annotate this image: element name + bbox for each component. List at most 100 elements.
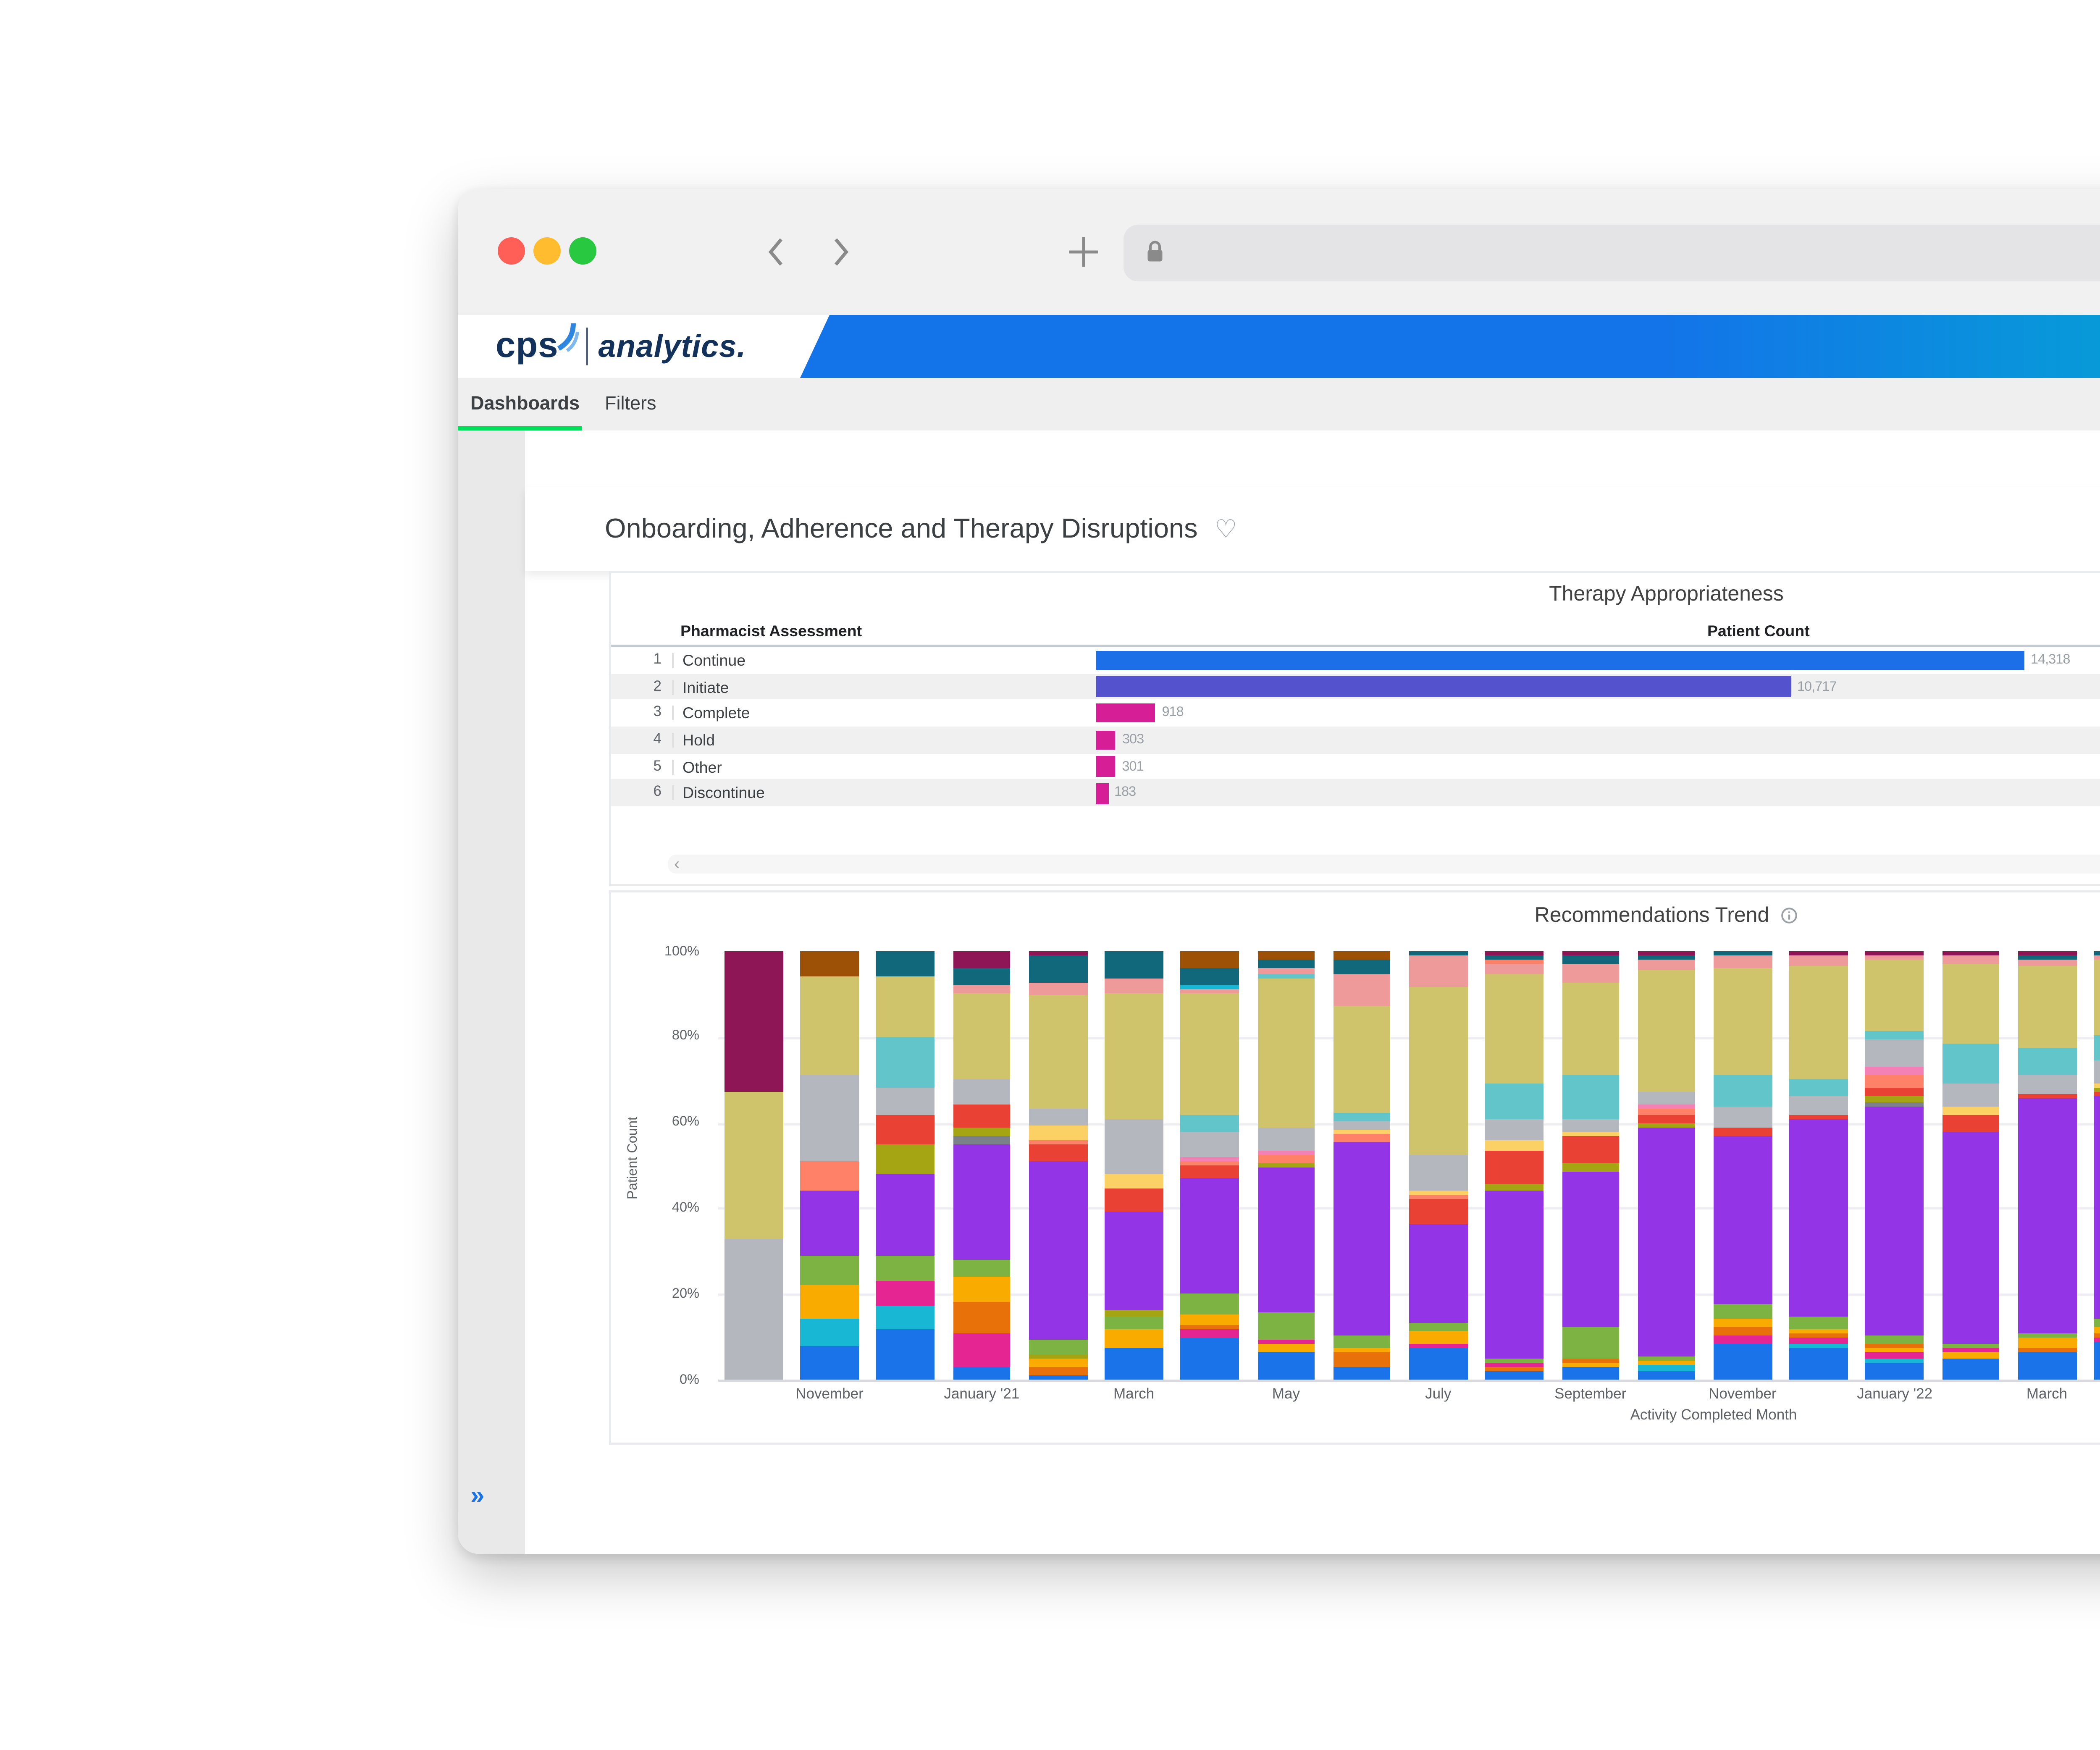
tab-dashboards[interactable]: Dashboards: [470, 393, 580, 414]
bar-segment-dkorange[interactable]: [2018, 1347, 2076, 1352]
bar-segment-orange[interactable]: [2094, 1328, 2100, 1333]
bar-segment-turq[interactable]: [877, 1036, 935, 1089]
bar-segment-red[interactable]: [1637, 1114, 1696, 1124]
bar-segment-orange[interactable]: [1561, 1362, 1620, 1367]
bar-segment-teal[interactable]: [1409, 951, 1467, 956]
bar-segment-pink[interactable]: [2094, 956, 2100, 961]
bar-segment-turq[interactable]: [2094, 1036, 2100, 1060]
bar-segment-green[interactable]: [1942, 1344, 2000, 1349]
table-row[interactable]: 6 Discontinue 183: [611, 780, 2100, 807]
bar-segment-blue[interactable]: [1713, 1344, 1772, 1380]
bar-segment-pink[interactable]: [1790, 955, 1848, 965]
bar-segment-purple[interactable]: [1257, 1168, 1315, 1314]
bar-segment-orange[interactable]: [953, 1277, 1011, 1303]
bar-segment-coral[interactable]: [1409, 1194, 1467, 1199]
bar-segment-pink[interactable]: [1181, 989, 1239, 994]
expand-sidebar-button[interactable]: »: [470, 1480, 485, 1510]
bar-segment-purple[interactable]: [1637, 1128, 1696, 1356]
bar-segment-purple[interactable]: [1942, 1132, 2000, 1344]
bar-segment-teal[interactable]: [1029, 955, 1087, 982]
col-header-pharmacist-assessment[interactable]: Pharmacist Assessment: [680, 622, 862, 640]
bar-segment-turq[interactable]: [1561, 1075, 1620, 1119]
bar-segment-green[interactable]: [1181, 1294, 1239, 1316]
stacked-bar-july[interactable]: [1409, 951, 1467, 1380]
bar-segment-khaki[interactable]: [1713, 969, 1772, 1075]
stacked-bar-september[interactable]: [1561, 951, 1620, 1380]
bar-segment-green[interactable]: [1637, 1356, 1696, 1361]
bar-segment-turq[interactable]: [1333, 1112, 1391, 1121]
bar-segment-green[interactable]: [877, 1255, 935, 1281]
bar-segment-gray[interactable]: [877, 1088, 935, 1114]
bar-segment-green[interactable]: [1105, 1316, 1163, 1330]
bar-segment-magenta[interactable]: [1942, 1349, 2000, 1353]
forward-button[interactable]: [819, 231, 861, 273]
bar-segment-magenta[interactable]: [2094, 1337, 2100, 1342]
bar-segment-blue[interactable]: [1409, 1349, 1467, 1380]
bar-segment-brown[interactable]: [801, 951, 859, 977]
bar-segment-purple[interactable]: [1485, 1189, 1544, 1358]
bar-segment-orange[interactable]: [1790, 1329, 1848, 1334]
table-row[interactable]: 5 Other 301: [611, 753, 2100, 780]
bar-segment-maroon[interactable]: [1790, 951, 1848, 956]
bar-segment-coral[interactable]: [801, 1161, 859, 1191]
stacked-bar-october[interactable]: [1637, 951, 1696, 1380]
bar-segment-coral[interactable]: [1866, 1075, 1924, 1089]
bar-segment-gray[interactable]: [1713, 1106, 1772, 1128]
bar-segment-yellow[interactable]: [1029, 1126, 1087, 1139]
bar-segment-hotpink[interactable]: [1181, 1157, 1239, 1161]
bar-segment-dkorange[interactable]: [1181, 1324, 1239, 1328]
bar-segment-blue[interactable]: [1637, 1370, 1696, 1380]
bar-segment-pink[interactable]: [1257, 969, 1315, 973]
stacked-bar-march[interactable]: [1105, 951, 1163, 1380]
bar-segment-blue[interactable]: [2018, 1352, 2076, 1380]
bar-segment-magenta[interactable]: [1713, 1335, 1772, 1344]
stacked-bar-december[interactable]: [1790, 951, 1848, 1380]
bar-segment-blue[interactable]: [1790, 1348, 1848, 1380]
bar-segment-red[interactable]: [1029, 1143, 1087, 1161]
bar-segment-maroon[interactable]: [1485, 951, 1544, 956]
bar-segment-green[interactable]: [1561, 1326, 1620, 1358]
bar-segment-dkorange[interactable]: [1333, 1353, 1391, 1367]
bar-segment-purple[interactable]: [801, 1191, 859, 1256]
new-tab-button[interactable]: [1063, 231, 1105, 273]
tab-filters[interactable]: Filters: [605, 393, 656, 414]
bar-segment-purple[interactable]: [1866, 1106, 1924, 1335]
bar-segment-purple[interactable]: [1029, 1161, 1087, 1341]
bar-segment-olive[interactable]: [1105, 1311, 1163, 1316]
stacked-bar-january-21[interactable]: [953, 951, 1011, 1380]
stacked-bar-november[interactable]: [801, 951, 859, 1380]
bar-segment-yellow[interactable]: [1333, 1130, 1391, 1134]
bar-segment-green[interactable]: [2094, 1318, 2100, 1328]
bar-segment-khaki[interactable]: [2018, 965, 2076, 1048]
bar-segment-magenta[interactable]: [877, 1281, 935, 1307]
bar-segment-red[interactable]: [2018, 1094, 2076, 1099]
bar-segment-gray[interactable]: [1561, 1119, 1620, 1133]
bar-segment-blue[interactable]: [2094, 1342, 2100, 1380]
bar-segment-pink[interactable]: [2018, 960, 2076, 965]
bar-segment-coral[interactable]: [1637, 1110, 1696, 1115]
bar-segment-khaki[interactable]: [1409, 987, 1467, 1154]
bar-segment-pink[interactable]: [1866, 955, 1924, 960]
stacked-bar-april[interactable]: [1181, 951, 1239, 1380]
bar-segment-hotpink[interactable]: [1637, 1105, 1696, 1110]
bar-segment-gray[interactable]: [1866, 1039, 1924, 1066]
bar-segment-khaki[interactable]: [877, 977, 935, 1037]
bar-segment-blue[interactable]: [1257, 1353, 1315, 1380]
bar-segment-gray[interactable]: [1105, 1120, 1163, 1175]
bar-segment-green[interactable]: [1790, 1316, 1848, 1330]
bar-segment-turq[interactable]: [1866, 1031, 1924, 1040]
bar-segment-orange[interactable]: [1713, 1317, 1772, 1327]
bar-segment-coral[interactable]: [1333, 1134, 1391, 1143]
bar-segment-maroon[interactable]: [724, 951, 782, 1093]
bar-segment-purple[interactable]: [877, 1174, 935, 1256]
bar-segment-red[interactable]: [953, 1105, 1011, 1127]
bar-segment-orange[interactable]: [1866, 1349, 1924, 1354]
bar-segment-khaki[interactable]: [1105, 992, 1163, 1120]
bar-segment-orange[interactable]: [1942, 1353, 2000, 1358]
bar-segment-gray[interactable]: [1181, 1131, 1239, 1157]
bar-segment-olive[interactable]: [1257, 1163, 1315, 1168]
scroll-left-icon[interactable]: ‹: [674, 855, 680, 874]
bar-segment-turq[interactable]: [1485, 1084, 1544, 1119]
bar-segment-gray[interactable]: [1485, 1119, 1544, 1141]
bar-segment-green[interactable]: [1713, 1304, 1772, 1318]
